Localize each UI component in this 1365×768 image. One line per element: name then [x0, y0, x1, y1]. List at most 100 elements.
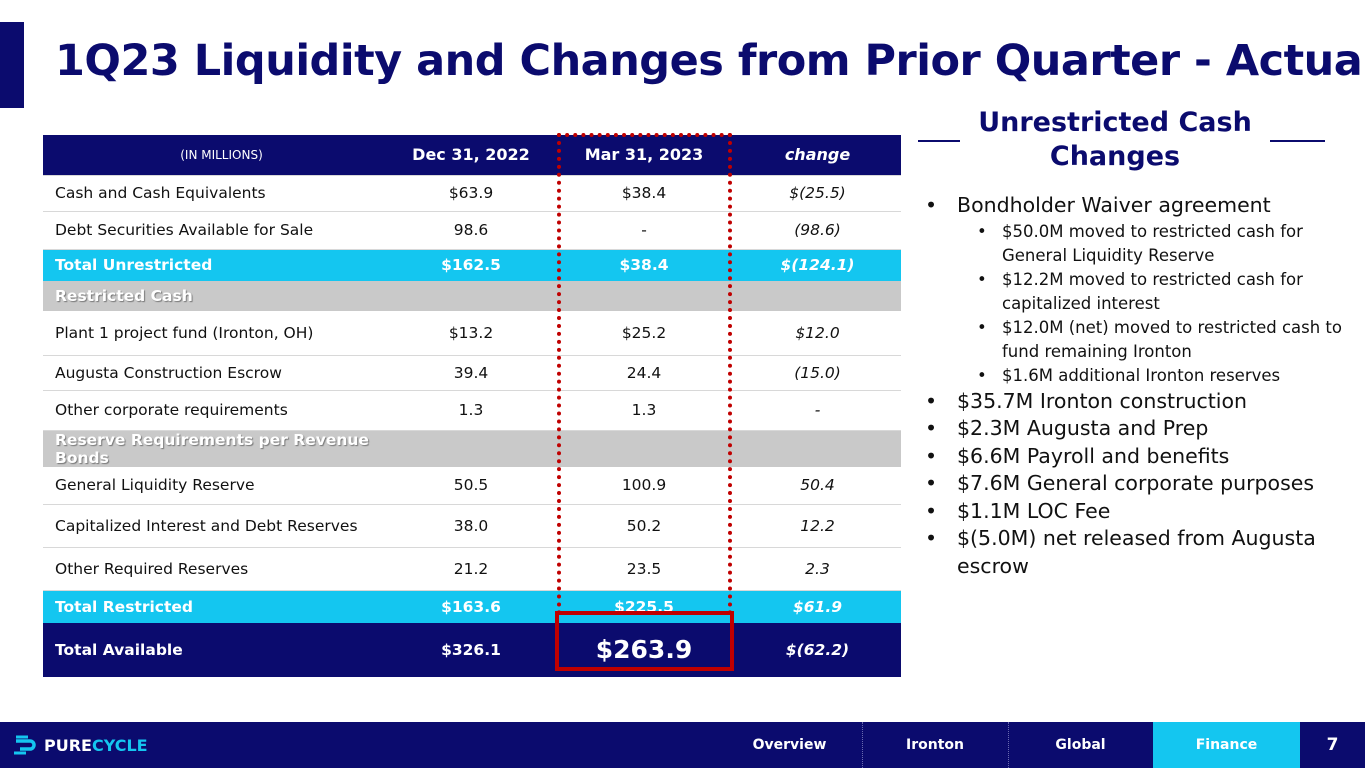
header-change: change [734, 135, 901, 176]
change-value: (98.6) [734, 211, 901, 250]
bullet-icon: • [977, 221, 987, 241]
footer-bar: PURECYCLE Overview Ironton Global Financ… [0, 722, 1365, 768]
table-row: Capitalized Interest and Debt Reserves 38… [43, 504, 901, 548]
row-label: Augusta Construction Escrow [43, 355, 388, 391]
dec-value: $63.9 [388, 175, 554, 212]
dec-value [388, 430, 554, 467]
change-value: 2.3 [734, 547, 901, 591]
mar-value: 23.5 [554, 547, 734, 591]
table-row: Augusta Construction Escrow 39.4 24.4 (15.0… [43, 355, 901, 391]
change-item-text: $2.3M Augusta and Prep [957, 416, 1209, 440]
changes-list: • Bondholder Waiver agreement • $50.0M move… [925, 192, 1345, 580]
bullet-icon: • [977, 317, 987, 337]
dec-value [388, 281, 554, 311]
change-value: $12.0 [734, 311, 901, 356]
table-row: Other Required Reserves 21.2 23.5 2.3 [43, 547, 901, 591]
bullet-icon: • [977, 269, 987, 289]
change-item: • $7.6M General corporate purposes [925, 470, 1345, 498]
change-item: • $(5.0M) net released from Augusta escro… [925, 525, 1345, 580]
change-value [734, 281, 901, 311]
bullet-icon: • [925, 416, 938, 440]
side-heading: Unrestricted Cash Changes [978, 107, 1252, 172]
row-label: Debt Securities Available for Sale [43, 211, 388, 250]
change-item-text: $7.6M General corporate purposes [957, 471, 1315, 495]
mar-value: $38.4 [554, 175, 734, 212]
bullet-icon: • [925, 498, 938, 523]
change-item-text: $35.7M Ironton construction [957, 388, 1248, 413]
mar-value: 24.4 [554, 355, 734, 391]
mar-value: 50.2 [554, 504, 734, 548]
liquidity-table: (IN MILLIONS) Dec 31, 2022 Mar 31, 2023 … [43, 135, 901, 677]
bullet-icon: • [925, 388, 938, 413]
change-item-text: $12.0M (net) moved to restricted cash to… [1002, 317, 1342, 361]
bullet-icon: • [925, 193, 938, 217]
change-item-text: $(5.0M) net released from Augusta escrow [957, 526, 1316, 578]
row-label: Total Available [43, 622, 388, 677]
heading-rule-right [1270, 140, 1325, 142]
title-accent-bar [0, 22, 24, 108]
change-item: • Bondholder Waiver agreement [925, 192, 1345, 220]
table-row: General Liquidity Reserve 50.5 100.9 50.4 [43, 466, 901, 505]
change-item-text: Bondholder Waiver agreement [957, 193, 1271, 217]
change-value: $(25.5) [734, 175, 901, 212]
row-label: Other corporate requirements [43, 390, 388, 431]
highlight-total-box [555, 611, 734, 671]
change-value: $(62.2) [734, 622, 901, 677]
mar-value: $25.2 [554, 311, 734, 356]
change-value: 50.4 [734, 466, 901, 505]
table-row: Debt Securities Available for Sale 98.6-(… [43, 211, 901, 250]
nav-ironton[interactable]: Ironton [906, 737, 964, 753]
page-title: 1Q23 Liquidity and Changes from Prior Qu… [55, 36, 1365, 86]
table-row: Other corporate requirements 1.3 1.3- [43, 390, 901, 431]
header-mar: Mar 31, 2023 [554, 135, 734, 176]
row-label: Total Restricted [43, 590, 388, 623]
table-row: Plant 1 project fund (Ironton, OH) $13.2 $… [43, 311, 901, 356]
change-item: • $2.3M Augusta and Prep [925, 415, 1345, 443]
logo-mark-icon [14, 735, 36, 755]
change-item-text: $50.0M moved to restricted cash for Gene… [1002, 221, 1303, 265]
change-value: 12.2 [734, 504, 901, 548]
change-item: • $12.2M moved to restricted cash for cap… [925, 268, 1345, 316]
dec-value: $13.2 [388, 311, 554, 356]
change-value [734, 430, 901, 467]
bullet-icon: • [925, 443, 938, 468]
change-item: • $12.0M (net) moved to restricted cash t… [925, 316, 1345, 364]
row-label: Reserve Requirements per Revenue Bonds [43, 430, 388, 467]
change-item-text: $6.6M Payroll and benefits [957, 443, 1230, 468]
heading-rule-left [918, 140, 960, 142]
row-label: Capitalized Interest and Debt Reserves [43, 504, 388, 548]
dec-value: 1.3 [388, 390, 554, 431]
row-label: Other Required Reserves [43, 547, 388, 591]
change-item: • $1.1M LOC Fee [925, 498, 1345, 526]
change-item: • $50.0M moved to restricted cash for Gen… [925, 220, 1345, 268]
purecycle-logo: PURECYCLE [12, 734, 148, 756]
mar-value: - [554, 211, 734, 250]
mar-value: $38.4 [554, 249, 734, 281]
mar-value [554, 430, 734, 467]
change-value: $61.9 [734, 590, 901, 623]
change-item: • $1.6M additional Ironton reserves [925, 364, 1345, 388]
table-row: Total Available $326.1 $263.9 $(62.2) [43, 622, 901, 677]
nav-finance[interactable]: Finance [1153, 722, 1300, 768]
row-label: Cash and Cash Equivalents [43, 175, 388, 212]
dec-value: $163.6 [388, 590, 554, 623]
mar-value: $225.5 [554, 590, 734, 623]
dec-value: 38.0 [388, 504, 554, 548]
table-header: (IN MILLIONS) Dec 31, 2022 Mar 31, 2023 … [43, 135, 901, 176]
mar-value: 100.9 [554, 466, 734, 505]
table-row: Restricted Cash [43, 281, 901, 311]
dec-value: $326.1 [388, 622, 554, 677]
dec-value: 21.2 [388, 547, 554, 591]
table-row: Total Unrestricted $162.5 $38.4 $(124.1) [43, 249, 901, 281]
page-number: 7 [1326, 735, 1339, 755]
dec-value: 98.6 [388, 211, 554, 250]
nav-overview[interactable]: Overview [752, 737, 827, 753]
change-item-text: $12.2M moved to restricted cash for capi… [1002, 269, 1303, 313]
table-row: Cash and Cash Equivalents $63.9 $38.4 $(25.… [43, 175, 901, 212]
nav-global[interactable]: Global [1055, 737, 1106, 753]
change-value: (15.0) [734, 355, 901, 391]
dec-value: $162.5 [388, 249, 554, 281]
row-label: Plant 1 project fund (Ironton, OH) [43, 311, 388, 356]
change-value: - [734, 390, 901, 431]
mar-value [554, 281, 734, 311]
